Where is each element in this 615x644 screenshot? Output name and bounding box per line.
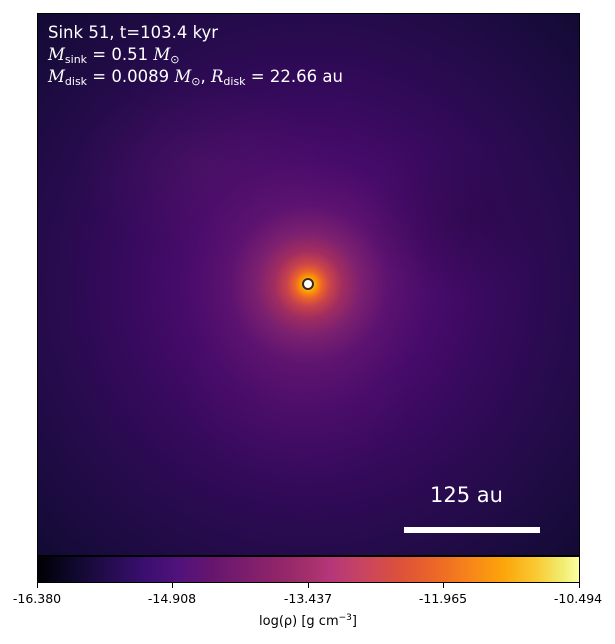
colorbar-title: log(ρ) [g cm−3] bbox=[259, 613, 357, 629]
colorbar bbox=[37, 556, 580, 583]
density-map: Sink 51, t=103.4 kyr Msink = 0.51 M⊙ Mdi… bbox=[37, 13, 580, 556]
colorbar-tick bbox=[579, 583, 580, 588]
colorbar-tick bbox=[443, 583, 444, 588]
colorbar-tick-label: -10.494 bbox=[553, 591, 603, 606]
sink-mass-label: Msink = 0.51 M⊙ bbox=[48, 45, 180, 66]
colorbar-tick-label: -11.965 bbox=[418, 591, 468, 606]
disk-properties-label: Mdisk = 0.0089 M⊙, Rdisk = 22.66 au bbox=[48, 67, 343, 88]
colorbar-tick bbox=[172, 583, 173, 588]
colorbar-tick-label: -16.380 bbox=[12, 591, 62, 606]
colorbar-tick bbox=[308, 583, 309, 588]
colorbar-tick bbox=[37, 583, 38, 588]
colorbar-tick-label: -13.437 bbox=[283, 591, 333, 606]
scale-bar-label: 125 au bbox=[430, 483, 503, 507]
scale-bar bbox=[404, 527, 540, 533]
sink-time-label: Sink 51, t=103.4 kyr bbox=[48, 23, 219, 42]
sink-marker bbox=[302, 278, 314, 290]
colorbar-tick-label: -14.908 bbox=[147, 591, 197, 606]
